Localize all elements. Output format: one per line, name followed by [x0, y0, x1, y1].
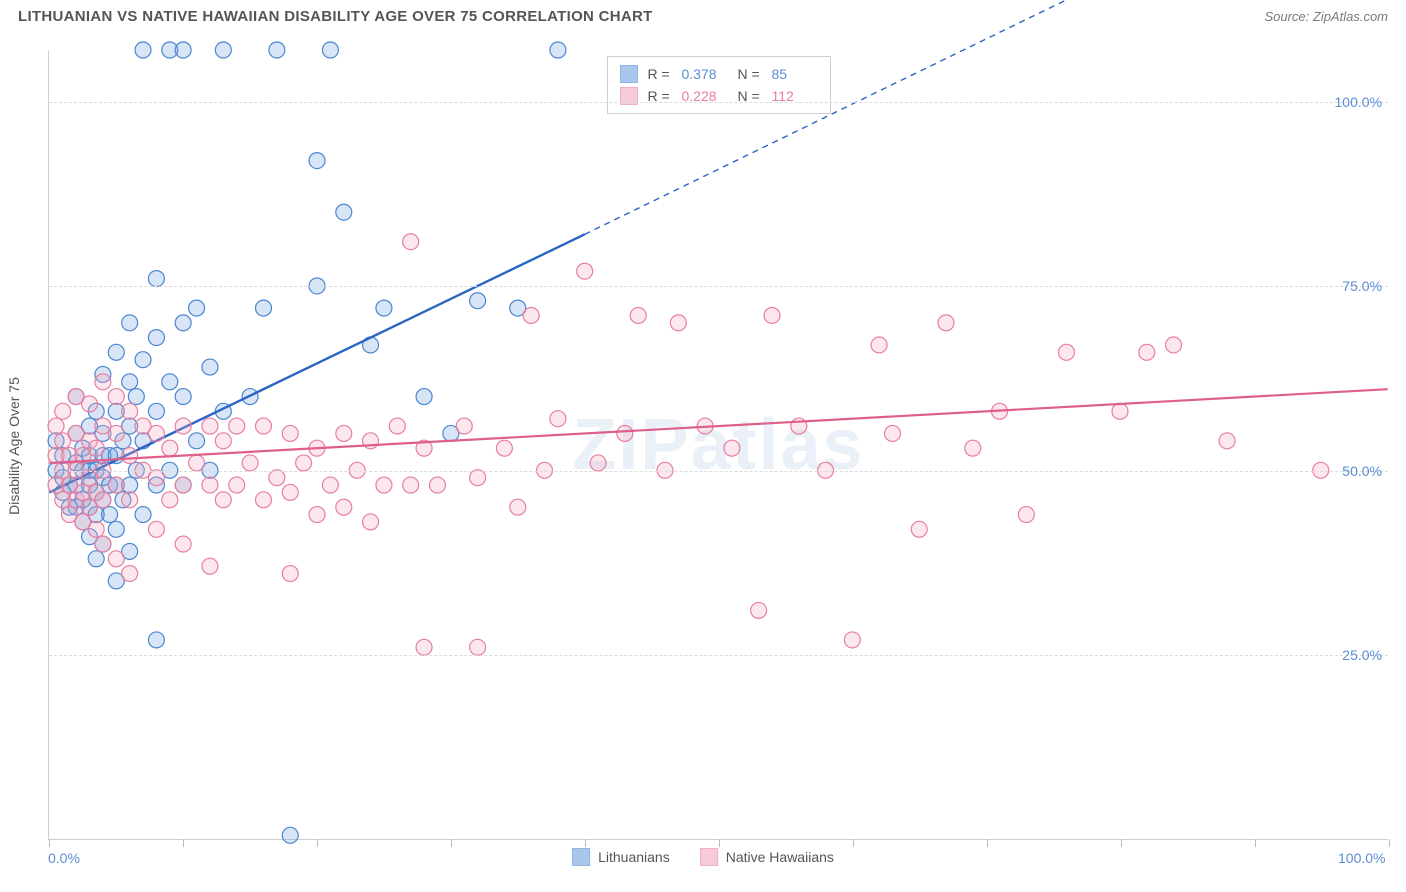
- y-tick-label: 25.0%: [1342, 647, 1382, 663]
- legend-r-value-1: 0.378: [682, 66, 728, 82]
- legend-r-label-1: R =: [648, 66, 672, 82]
- legend-bottom-swatch-1: [572, 848, 590, 866]
- y-tick-label: 100.0%: [1335, 94, 1382, 110]
- correlation-legend: R = 0.378 N = 85 R = 0.228 N = 112: [607, 56, 831, 114]
- chart-title: LITHUANIAN VS NATIVE HAWAIIAN DISABILITY…: [18, 8, 653, 25]
- legend-n-value-1: 85: [772, 66, 818, 82]
- legend-swatch-1: [620, 65, 638, 83]
- source-attribution: Source: ZipAtlas.com: [1264, 9, 1388, 24]
- chart-plot-area: ZIPatlas R = 0.378 N = 85 R = 0.228 N = …: [48, 50, 1388, 840]
- legend-row-series-1: R = 0.378 N = 85: [620, 63, 818, 85]
- legend-bottom-label-1: Lithuanians: [598, 849, 670, 865]
- y-tick-label: 50.0%: [1342, 463, 1382, 479]
- series-legend: Lithuanians Native Hawaiians: [572, 848, 834, 866]
- legend-n-label-1: N =: [738, 66, 762, 82]
- x-axis-max-label: 100.0%: [1338, 850, 1385, 866]
- legend-item-2: Native Hawaiians: [700, 848, 834, 866]
- legend-bottom-swatch-2: [700, 848, 718, 866]
- y-tick-label: 75.0%: [1342, 278, 1382, 294]
- scatter-plot-svg: [49, 50, 1388, 839]
- x-axis-min-label: 0.0%: [48, 850, 80, 866]
- y-axis-label: Disability Age Over 75: [6, 377, 22, 515]
- legend-item-1: Lithuanians: [572, 848, 670, 866]
- legend-bottom-label-2: Native Hawaiians: [726, 849, 834, 865]
- legend-row-series-2: R = 0.228 N = 112: [620, 85, 818, 107]
